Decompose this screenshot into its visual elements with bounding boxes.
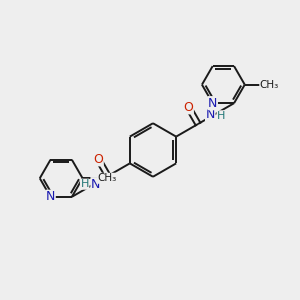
Text: N: N — [91, 178, 100, 191]
Text: H: H — [80, 179, 89, 189]
Text: CH₃: CH₃ — [98, 173, 117, 183]
Text: O: O — [93, 153, 103, 166]
Text: N: N — [208, 97, 217, 110]
Text: CH₃: CH₃ — [260, 80, 279, 90]
Text: N: N — [206, 108, 215, 121]
Text: H: H — [217, 111, 226, 121]
Text: N: N — [46, 190, 55, 203]
Text: O: O — [183, 101, 193, 114]
